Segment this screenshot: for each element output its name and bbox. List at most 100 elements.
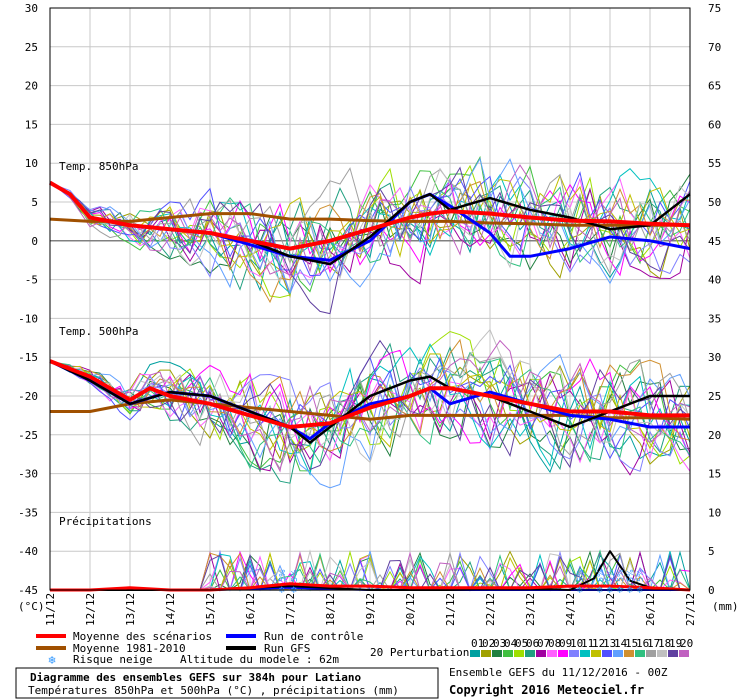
right-tick-label: 60 (708, 118, 721, 131)
left-tick-label: 30 (25, 2, 38, 15)
right-tick-label: 70 (708, 41, 721, 54)
right-tick-label: 25 (708, 390, 721, 403)
x-tick-label: 13/12 (124, 593, 137, 626)
copyright: Copyright 2016 Meteociel.fr (449, 683, 644, 697)
grid (49, 7, 691, 591)
right-tick-label: 5 (708, 545, 715, 558)
snow-risk-percent: 5% (290, 569, 299, 582)
perturbation-number: 16 (636, 637, 649, 650)
perturbation-line-t850 (49, 182, 691, 268)
perturbation-number: 09 (559, 637, 572, 650)
perturbation-number: 18 (658, 637, 671, 650)
perturbation-swatch (470, 650, 480, 657)
perturbation-swatch (547, 650, 557, 657)
snow-risk-percent: 5% (606, 569, 615, 582)
perturbation-line-t500 (49, 343, 691, 476)
snow-risk-percent: 5% (636, 569, 645, 582)
t850-clim-line (49, 212, 690, 227)
right-tick-label: 55 (708, 157, 721, 170)
label-t850: Temp. 850hPa (59, 160, 138, 173)
right-tick-label: 40 (708, 274, 721, 287)
snow-risk-mark: 5%❄ (636, 569, 645, 596)
right-unit-label: (mm) (712, 600, 739, 613)
left-tick-label: -30 (18, 468, 38, 481)
left-tick-label: -5 (25, 274, 38, 287)
right-tick-label: 20 (708, 429, 721, 442)
title-box (15, 667, 439, 699)
perturbation-swatch (503, 650, 513, 657)
perturbation-swatch (525, 650, 535, 657)
legend-perturbations: 20 Perturbations (370, 646, 476, 659)
x-tick-label: 21/12 (444, 593, 457, 626)
x-tick-label: 22/12 (484, 593, 497, 626)
perturbation-line-t850 (49, 164, 691, 276)
right-tick-label: 35 (708, 312, 721, 325)
perturbation-swatch (657, 650, 667, 657)
perturbation-number: 15 (625, 637, 638, 650)
snow-risk-mark: 5%❄ (596, 569, 605, 596)
perturbation-number: 19 (669, 637, 682, 650)
t500-mean-line (49, 359, 690, 429)
left-unit-label: (°C) (18, 600, 45, 613)
left-tick-label: -15 (18, 351, 38, 364)
perturbation-swatch (646, 650, 656, 657)
perturbation-number: 08 (548, 637, 561, 650)
snow-risk-mark: 5%❄ (290, 569, 299, 596)
snow-risk-mark: 5%❄ (626, 569, 635, 596)
x-tick-label: 23/12 (524, 593, 537, 626)
ensemble-run-info: Ensemble GEFS du 11/12/2016 - 00Z (449, 666, 668, 679)
x-axis-ticks: 11/12 12/12 13/12 14/12 15/12 16/12 17/12 18/12… (44, 593, 697, 626)
x-tick-label: 15/12 (204, 593, 217, 626)
left-tick-label: 20 (25, 80, 38, 93)
x-tick-label: 18/12 (324, 593, 337, 626)
perturbation-number: 01 (471, 637, 484, 650)
perturbation-swatch (514, 650, 524, 657)
perturbation-swatch (492, 650, 502, 657)
x-tick-label: 14/12 (164, 593, 177, 626)
perturbation-swatch (635, 650, 645, 657)
svg-text:❄: ❄ (48, 653, 55, 667)
left-tick-label: 5 (31, 196, 38, 209)
left-tick-label: 15 (25, 118, 38, 131)
perturbation-swatch (569, 650, 579, 657)
perturbation-number: 17 (647, 637, 660, 650)
x-tick-label: 19/12 (364, 593, 377, 626)
left-tick-label: 10 (25, 157, 38, 170)
snow-risk-percent: 5% (278, 569, 287, 582)
main-series (48, 180, 691, 592)
perturbation-swatch (668, 650, 678, 657)
x-tick-label: 24/12 (564, 593, 577, 626)
snow-risk-mark: 5%❄ (576, 569, 585, 596)
x-tick-label: 20/12 (404, 593, 417, 626)
perturbation-number: 14 (614, 637, 628, 650)
snow-risk-percent: 5% (626, 569, 635, 582)
perturbation-swatch (580, 650, 590, 657)
right-tick-label: 50 (708, 196, 721, 209)
snow-risk-percent: 5% (576, 569, 585, 582)
x-tick-label: 11/12 (44, 593, 57, 626)
legend-snow: Risque neige (73, 653, 152, 666)
perturbation-number: 12 (592, 637, 605, 650)
right-tick-label: 30 (708, 351, 721, 364)
label-t500: Temp. 500hPa (59, 325, 138, 338)
snow-risk-mark: 5%❄ (606, 569, 615, 596)
chart-title: Diagramme des ensembles GEFS sur 384h po… (30, 671, 362, 684)
x-tick-label: 25/12 (604, 593, 617, 626)
legend-clim: Moyenne 1981-2010 (73, 642, 186, 655)
perturbation-number: 06 (526, 637, 539, 650)
t850-mean-line (48, 180, 691, 251)
perturbation-line-t500 (49, 328, 691, 464)
perturbation-swatch (481, 650, 491, 657)
right-tick-label: 15 (708, 468, 721, 481)
perturbation-swatch (624, 650, 634, 657)
x-tick-label: 17/12 (284, 593, 297, 626)
x-tick-label: 26/12 (644, 593, 657, 626)
perturbation-number: 03 (493, 637, 506, 650)
perturbation-swatch (602, 650, 612, 657)
snow-risk-mark: 5%❄ (278, 569, 287, 596)
left-tick-label: 0 (31, 235, 38, 248)
left-tick-label: 25 (25, 41, 38, 54)
perturbation-swatch (613, 650, 623, 657)
perturbation-number: 05 (515, 637, 528, 650)
perturbation-swatch (558, 650, 568, 657)
